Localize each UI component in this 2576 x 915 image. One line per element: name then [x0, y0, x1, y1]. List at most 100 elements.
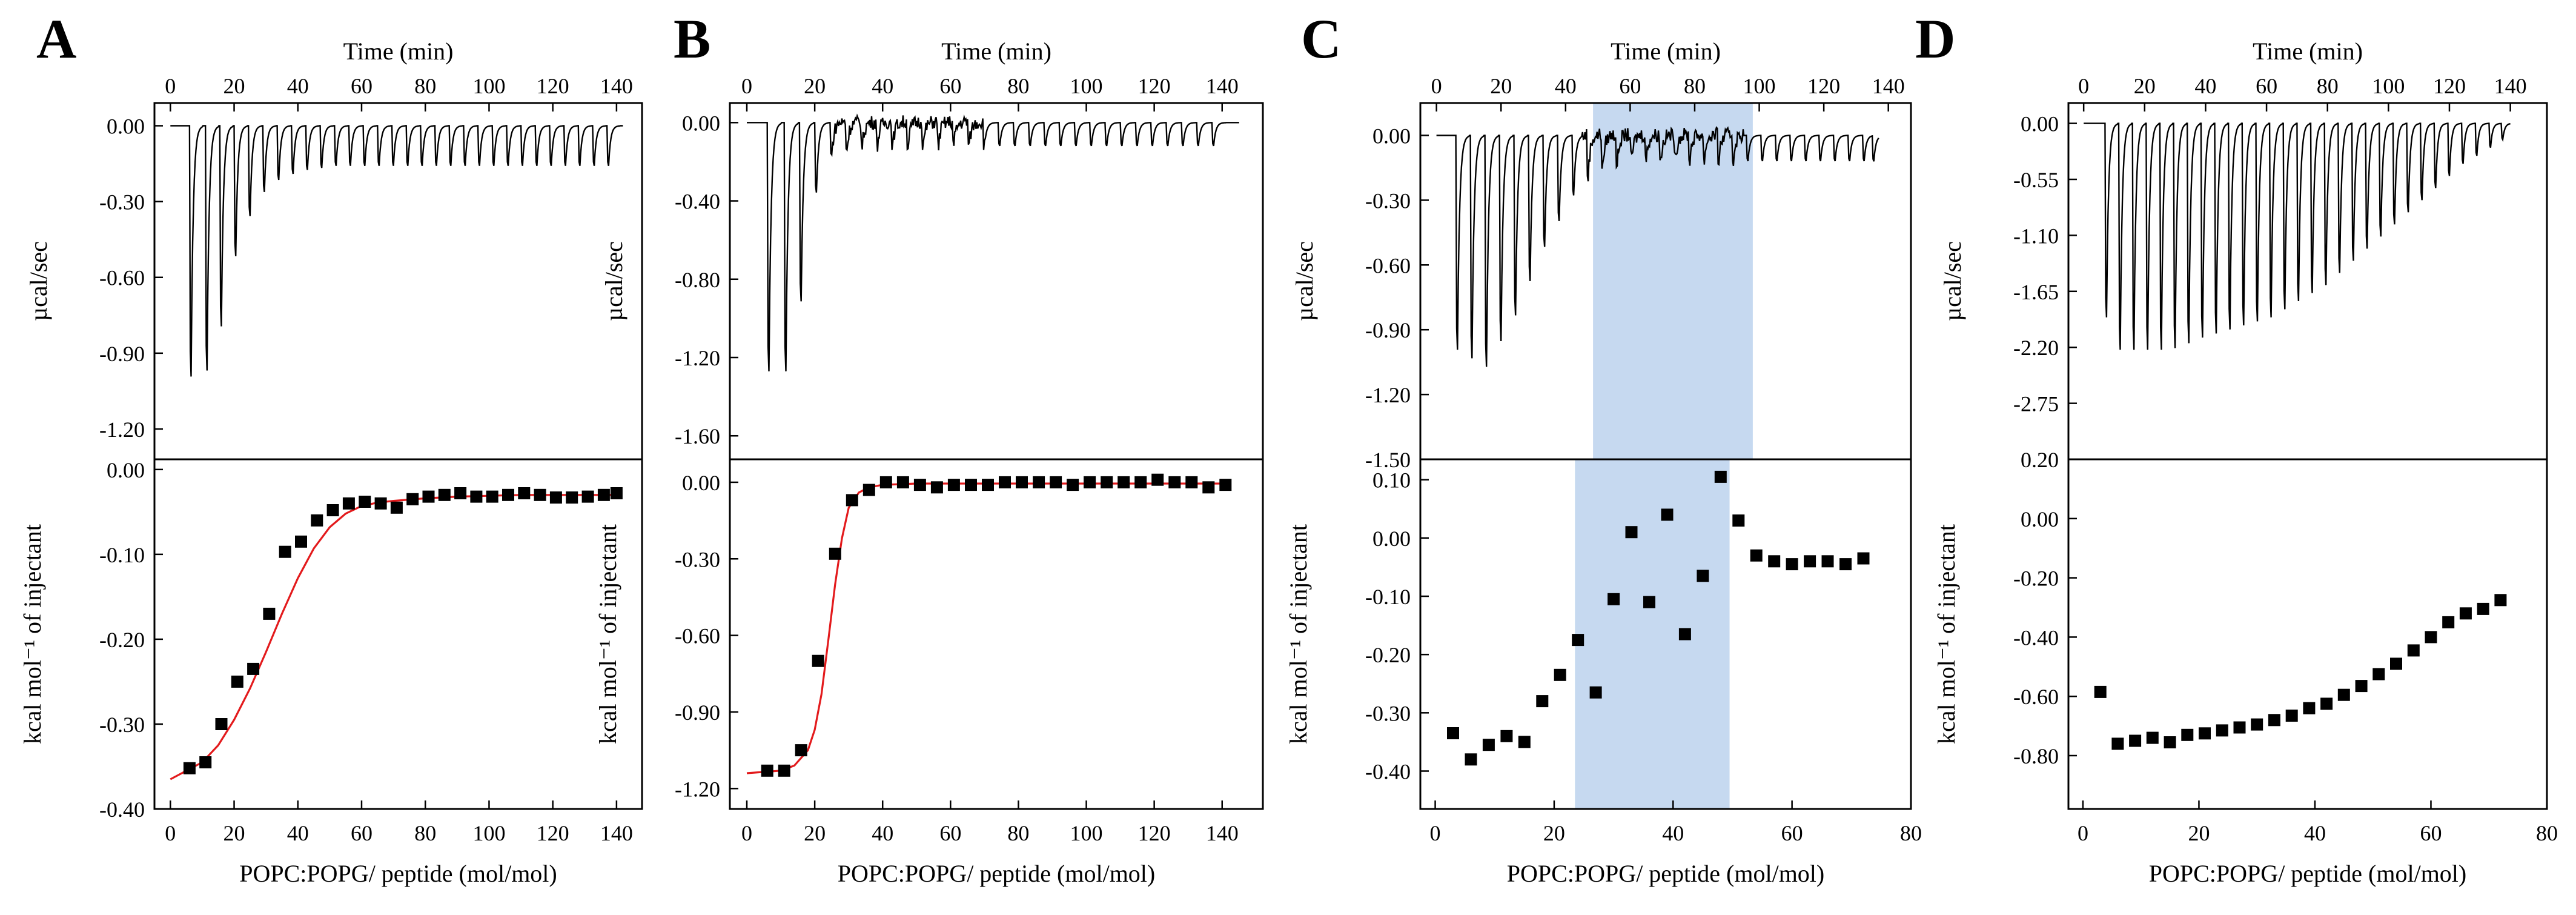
panel-d-data-point: [2199, 727, 2211, 740]
panel-d-data-point: [2216, 724, 2228, 737]
panel-a-data-point: [438, 488, 451, 501]
panel-a-thermogram-trace: [170, 125, 623, 377]
panel-b-top-ytick-label: -1.60: [675, 424, 720, 448]
panel-a-data-point: [199, 756, 212, 768]
panel-a-bottom-ylabel: kcal mol⁻¹ of injectant: [19, 524, 46, 744]
panel-d-top-xlabel: Time (min): [2253, 38, 2363, 65]
panel-c-data-point: [1465, 753, 1477, 766]
panel-a-top-xtick-label: 20: [223, 74, 245, 98]
panel-d-bottom-ytick-label: -0.20: [2013, 567, 2059, 591]
panel-d-top-xtick-label: 120: [2433, 74, 2466, 98]
panel-d-bottom-xtick-label: 60: [2420, 821, 2442, 845]
panel-c-data-point: [1697, 570, 1709, 582]
panel-a-bottom-xtick-label: 0: [165, 821, 176, 845]
panel-a-data-point: [549, 491, 562, 504]
panel-b-data-point: [965, 479, 977, 491]
panel-c-top-xtick-label: 40: [1555, 74, 1577, 98]
panel-a-top-ylabel: µcal/sec: [25, 241, 52, 321]
panel-c-data-point: [1857, 552, 1870, 565]
panel-d-bottom-xtick-label: 40: [2304, 821, 2326, 845]
panel-a-bottom-ytick-label: -0.10: [99, 543, 145, 567]
panel-b-top-xtick-label: 140: [1206, 74, 1239, 98]
panel-c-bottom-xtick-label: 0: [1430, 821, 1441, 845]
panel-d-top-ytick-label: -2.20: [2013, 336, 2059, 360]
panel-b-top-xlabel: Time (min): [941, 38, 1051, 65]
panel-a-data-point: [470, 490, 483, 503]
panel-a-top-xtick-label: 120: [537, 74, 569, 98]
panel-c-data-point: [1554, 668, 1566, 681]
panel-label-d: D: [1915, 8, 1955, 70]
panel-d-data-point: [2129, 734, 2142, 747]
panel-d-bottom-xtick-label: 80: [2536, 821, 2558, 845]
panel-b-top-ylabel: µcal/sec: [600, 241, 627, 321]
panel-b-top-xtick-label: 80: [1007, 74, 1029, 98]
panel-a-data-point: [215, 718, 228, 730]
panel-a-data-point: [486, 490, 498, 503]
panel-c-bottom-xtick-label: 20: [1543, 821, 1565, 845]
panel-c-data-point: [1750, 549, 1763, 562]
panel-d-data-point: [2094, 685, 2107, 698]
panel-b-bottom-xlabel: POPC:POPG/ peptide (mol/mol): [838, 860, 1156, 887]
panel-b-data-point: [1101, 476, 1113, 488]
panel-a-top-xtick-label: 40: [287, 74, 309, 98]
panel-b-bottom-xtick-label: 0: [741, 821, 752, 845]
panel-c-bottom-xlabel: POPC:POPG/ peptide (mol/mol): [1507, 860, 1825, 887]
panel-c-bottom-ytick-label: -0.20: [1365, 643, 1411, 667]
panel-b-data-point: [812, 654, 824, 667]
panel-c-top-ytick-label: -0.30: [1365, 188, 1411, 213]
panel-d-data-point: [2164, 736, 2176, 748]
panel-c-thermogram-trace: [1436, 126, 1879, 367]
panel-d-data-point: [2181, 728, 2194, 741]
panel-c-data-point: [1768, 555, 1781, 568]
panel-a-top-xtick-label: 0: [165, 74, 176, 98]
panel-b-top-xtick-label: 20: [804, 74, 826, 98]
panel-c-data-point: [1608, 593, 1620, 605]
panel-d-bottom-ytick-label: -0.60: [2013, 685, 2059, 709]
panel-a-data-point: [342, 497, 355, 510]
panel-c-data-point: [1572, 634, 1584, 647]
panel-d-data-point: [2407, 644, 2420, 657]
panel-b-top-xtick-label: 40: [872, 74, 893, 98]
panel-a-top-xlabel: Time (min): [343, 38, 454, 65]
panel-a-bottom-xtick-label: 80: [414, 821, 436, 845]
panel-c-bottom-ytick-label: 0.00: [1372, 527, 1411, 551]
panel-d-bottom-ylabel: kcal mol⁻¹ of injectant: [1933, 524, 1960, 744]
panel-d-data-point: [2320, 697, 2333, 710]
panel-b-data-point: [1050, 476, 1062, 488]
panel-b-top-ytick-label: 0.00: [682, 111, 720, 135]
panel-d-data-point: [2459, 607, 2472, 620]
panel-d-thermogram-trace: [2084, 122, 2511, 350]
panel-a-data-point: [581, 490, 594, 503]
panel-d-top-xtick-label: 100: [2372, 74, 2405, 98]
panel-a-data-point: [518, 487, 531, 499]
panel-a-top-ytick-label: 0.00: [107, 115, 145, 139]
panel-a-data-point: [597, 488, 610, 501]
panel-b-data-point: [1067, 479, 1079, 491]
panel-label-a: A: [36, 8, 76, 70]
panel-c-bottom-xtick-label: 60: [1781, 821, 1803, 845]
panel-c-top-ytick-label: -0.60: [1365, 253, 1411, 278]
panel-c-bottom-ytick-label: -0.40: [1365, 759, 1411, 784]
panel-b-top-xtick-label: 0: [741, 74, 752, 98]
panel-d-bottom-frame: [2067, 458, 2548, 810]
panel-c-data-point: [1839, 558, 1852, 571]
panel-b-bottom-xtick-label: 80: [1007, 821, 1029, 845]
panel-c-bottom-ytick-label: -0.10: [1365, 585, 1411, 609]
panel-b-data-point: [1134, 476, 1147, 488]
panel-d-data-point: [2233, 721, 2246, 734]
panel-c-bottom-ytick-label: 0.10: [1372, 468, 1411, 493]
panel-d-bottom-xlabel: POPC:POPG/ peptide (mol/mol): [2149, 860, 2467, 887]
panel-d-data-point: [2442, 616, 2455, 628]
panel-b-data-point: [879, 476, 892, 488]
panel-c-data-point: [1482, 739, 1495, 751]
panel-d-data-point: [2251, 718, 2263, 731]
panel-a-data-point: [263, 607, 276, 620]
panel-a-bottom-ytick-label: 0.00: [107, 458, 145, 482]
panel-c-data-point: [1518, 736, 1531, 748]
panel-a-data-point: [406, 493, 419, 505]
panel-b-data-point: [1219, 479, 1232, 491]
panel-a-bottom-xtick-label: 60: [351, 821, 372, 845]
panel-c-top-xtick-label: 20: [1490, 74, 1512, 98]
panel-a-bottom-ytick-label: -0.30: [99, 713, 145, 737]
